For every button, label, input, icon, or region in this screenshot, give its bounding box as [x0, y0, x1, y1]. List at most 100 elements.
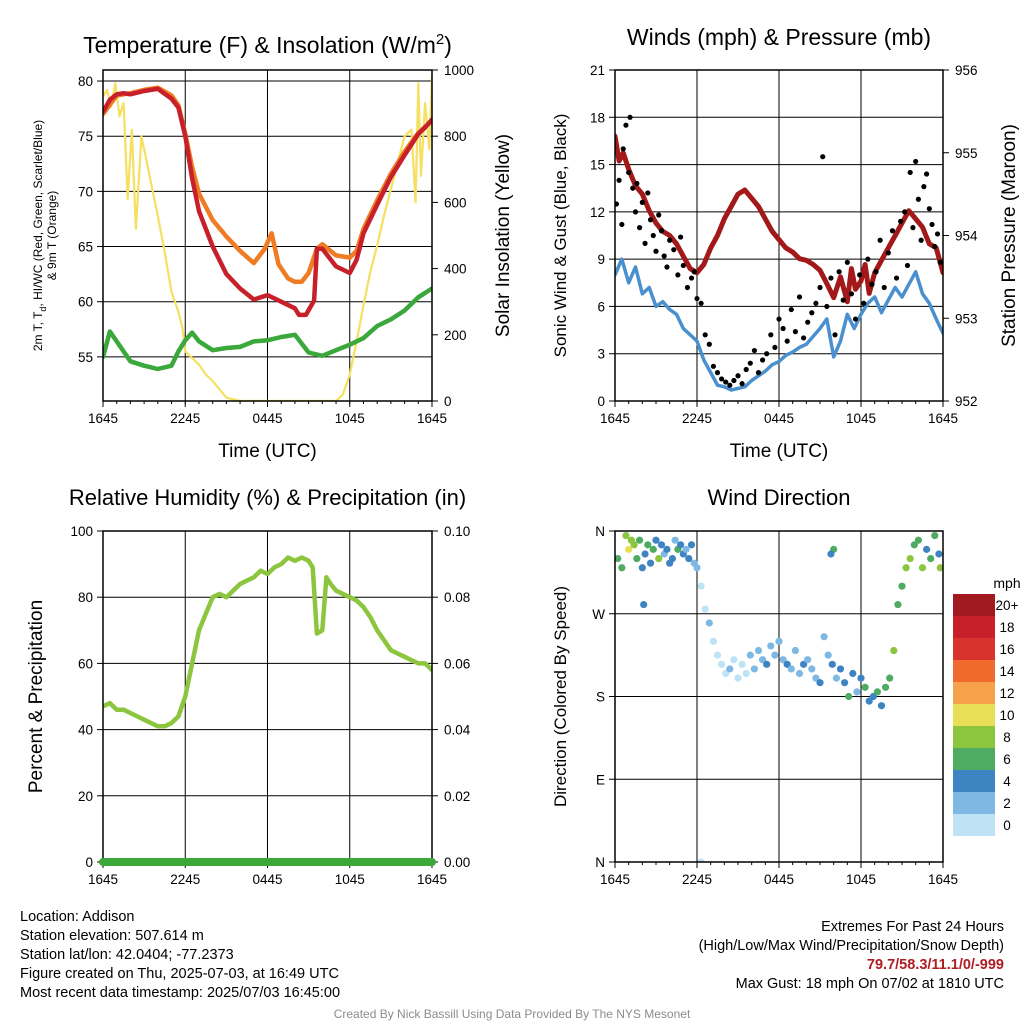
winds-y-axis-label: Sonic Wind & Gust (Blue, Black) [551, 114, 570, 358]
direction-point [742, 669, 750, 678]
y2-tick-label: 0.08 [444, 590, 470, 605]
y2-tick-label: 953 [955, 311, 978, 326]
gust-point [877, 237, 883, 243]
wind-series-line [615, 257, 943, 392]
gust-point [637, 225, 643, 231]
temperature-y-axis-label: 2m T, Td, HI/WC (Red, Green, Scarlet/Blu… [31, 120, 48, 351]
direction-point [882, 683, 890, 691]
gust-point [623, 122, 629, 128]
gust-point [840, 297, 846, 303]
gust-point [678, 234, 684, 240]
direction-point [685, 554, 693, 563]
gust-point [902, 209, 908, 215]
gust-point [805, 319, 811, 325]
dewpoint-series-line [103, 286, 432, 372]
gust-point [852, 316, 859, 322]
gust-point [760, 357, 766, 363]
direction-point [705, 619, 713, 627]
colorbar-swatch [953, 682, 995, 704]
gust-point [873, 269, 879, 275]
colorbar-label: 10 [999, 708, 1014, 723]
y-tick-label: 70 [78, 184, 93, 199]
y-tick-label: 12 [590, 205, 605, 220]
solar-y2-axis-label: Solar Insolation (Yellow) [493, 134, 514, 337]
x-tick-label: 0445 [252, 872, 282, 887]
y2-tick-label: 0 [444, 394, 452, 409]
direction-point [655, 554, 663, 563]
gust-point [820, 154, 826, 160]
extremes-values: 79.7/58.3/11.1/0/-999 [866, 957, 1004, 973]
y-tick-label: 80 [78, 74, 93, 89]
direction-point [832, 674, 841, 682]
y-tick-label: 40 [78, 723, 93, 738]
x-tick-label: 2245 [170, 872, 200, 887]
gust-point [913, 158, 919, 165]
colorbar-swatch [953, 748, 995, 770]
gust-point [932, 243, 938, 250]
gust-point [809, 310, 815, 316]
direction-point [697, 858, 705, 862]
direction-point [779, 656, 787, 664]
direction-point [812, 674, 820, 682]
max-gust: Max Gust: 18 mph On 07/02 at 1810 UTC [735, 976, 1004, 992]
gust-point [796, 294, 803, 300]
plot-border [102, 69, 433, 402]
direction-point [738, 660, 746, 668]
x-tick-label: 1645 [928, 872, 958, 887]
colorbar-label: 16 [999, 642, 1014, 657]
y-tick-label: 9 [597, 252, 605, 267]
direction-point [849, 669, 857, 678]
direction-point [767, 642, 775, 650]
y2-tick-label: 0.06 [444, 656, 470, 671]
gust-point [768, 332, 774, 338]
gust-point [656, 212, 662, 218]
direction-point [734, 674, 742, 682]
humidity-series-group [103, 555, 432, 729]
gust-point [915, 196, 922, 202]
direction-point [615, 554, 622, 563]
gust-point [788, 306, 794, 313]
humidity-panel: 1645 2245 0445 1045 1645 0 20 40 60 80 100 0.00 0.02… [26, 485, 471, 887]
direction-point [906, 554, 914, 563]
temperature-chart-title: Temperature (F) & Insolation (W/m2) [83, 31, 452, 58]
direction-point [804, 656, 812, 664]
direction-point [923, 545, 931, 553]
x-tick-label: 1645 [417, 411, 447, 426]
y-tick-label: N [595, 855, 605, 870]
gust-point [817, 284, 823, 291]
direction-point [754, 646, 763, 655]
direction-point [618, 564, 626, 572]
gust-point [616, 177, 622, 183]
colorbar-swatch [953, 814, 995, 836]
direction-point [800, 660, 808, 668]
y-tick-label: E [596, 772, 605, 787]
colorbar-swatch [953, 660, 995, 682]
direction-point [877, 702, 886, 710]
credit-line: Created By Nick Bassill Using Data Provi… [333, 1007, 691, 1021]
gust-point [836, 269, 842, 275]
y-tick-label: S [596, 690, 605, 705]
gust-point [784, 338, 790, 344]
direction-point [914, 536, 923, 544]
wind-series-group [615, 114, 943, 392]
y-tick-label: 65 [78, 240, 93, 255]
colorbar-label: 18 [999, 620, 1014, 635]
gust-point [739, 381, 745, 387]
y-tick-label: 20 [78, 789, 93, 804]
gust-point [727, 382, 733, 388]
direction-point [638, 564, 646, 572]
gust-point [653, 248, 659, 254]
direction-point [633, 554, 641, 563]
gust-point [632, 209, 639, 215]
direction-point [927, 554, 935, 563]
direction-point [713, 651, 722, 659]
extremes-subtitle: (High/Low/Max Wind/Precipitation/Snow De… [698, 938, 1004, 954]
direction-point [820, 633, 828, 641]
direction-point [931, 531, 939, 540]
direction-point [687, 541, 696, 549]
gust-point [647, 217, 654, 223]
direction-point [795, 669, 804, 678]
y-tick-label: 75 [78, 129, 93, 144]
gust-point [929, 221, 935, 228]
humidity-chart-title: Relative Humidity (%) & Precipitation (i… [69, 485, 466, 510]
